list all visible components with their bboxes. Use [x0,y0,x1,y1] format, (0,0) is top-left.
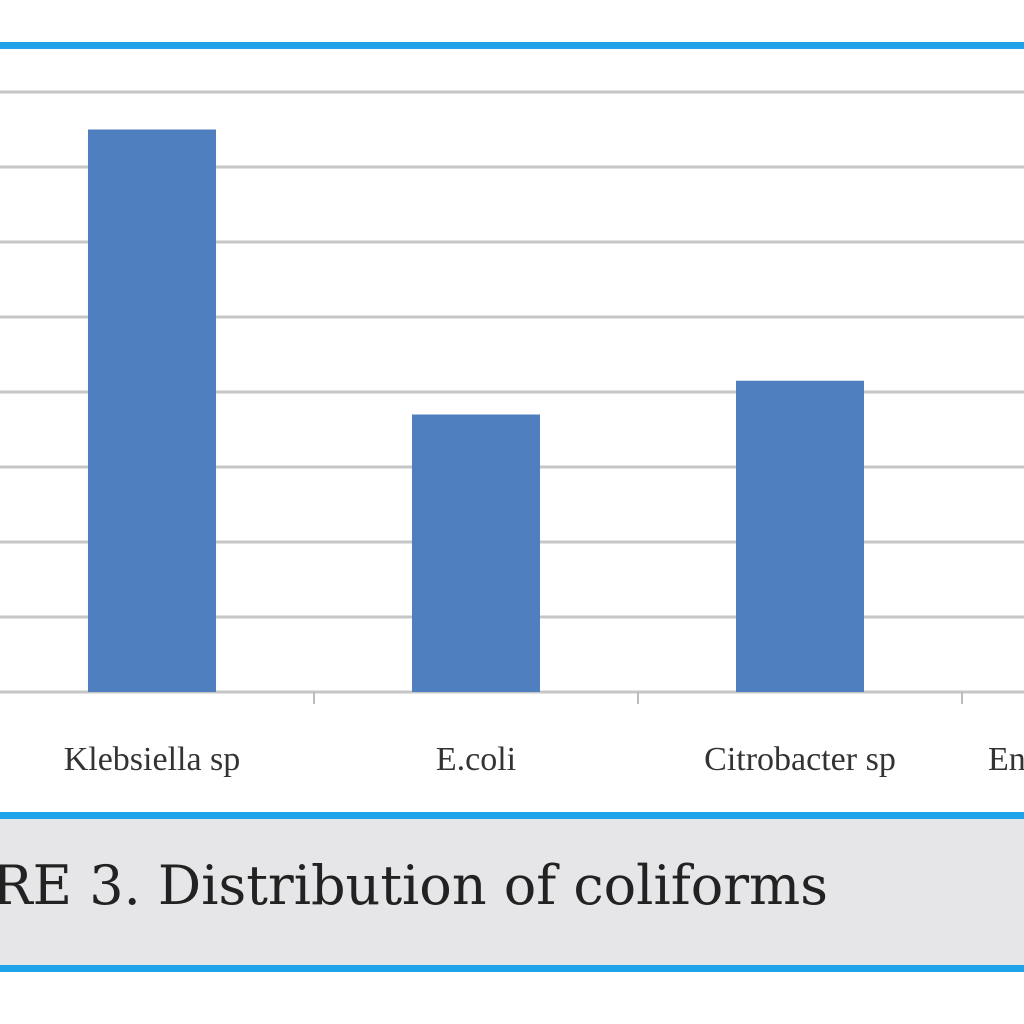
bar [736,380,864,692]
caption-border-bottom [0,965,1024,972]
caption: RE 3. Distribution of coliforms [0,854,828,917]
x-tick-label: E.coli [436,741,516,778]
top-border [0,42,1024,49]
caption-border-top [0,812,1024,819]
x-tick-label: En [988,741,1024,778]
bar [88,129,216,692]
bar [412,414,540,692]
caption-background [0,819,1024,965]
x-tick-label: Citrobacter sp [704,741,896,778]
x-tick-label: Klebsiella sp [64,741,241,778]
